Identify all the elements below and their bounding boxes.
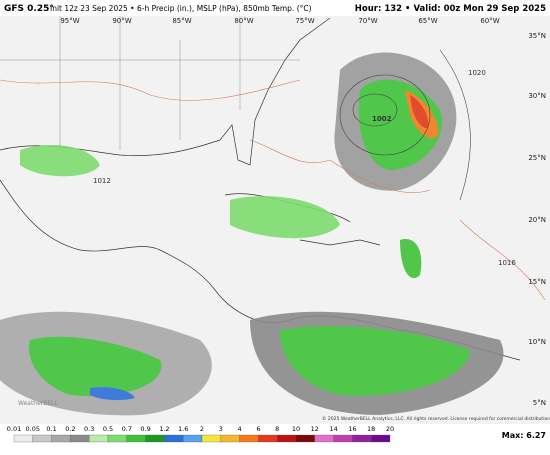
colorbar-label: 16 xyxy=(348,425,356,433)
temp-contour xyxy=(0,79,301,101)
colorbar-swatch xyxy=(126,434,146,443)
colorbar-label: 3 xyxy=(219,425,223,433)
colorbar-label: 0.3 xyxy=(84,425,94,433)
colorbar-swatch xyxy=(89,434,109,443)
colorbar-swatch xyxy=(32,434,52,443)
colorbar-label: 10 xyxy=(292,425,300,433)
latitude-label: 30°N xyxy=(528,92,546,100)
colorbar-label: 2 xyxy=(200,425,204,433)
colorbar: Max: 6.27 0.01 0.05 0.1 0.2 0.3 0.5 0.7 0.9 1.2 1… xyxy=(7,425,546,443)
colorbar-swatch xyxy=(333,434,353,443)
colorbar-swatch xyxy=(51,434,71,443)
precip-green xyxy=(400,239,422,279)
isobar xyxy=(439,49,471,201)
borders xyxy=(0,16,300,150)
colorbar-label: 18 xyxy=(367,425,375,433)
colorbar-label: 0.7 xyxy=(122,425,132,433)
latitude-label: 25°N xyxy=(528,154,546,162)
colorbar-swatch xyxy=(277,434,297,443)
colorbar-swatch xyxy=(295,434,315,443)
valid-time: Hour: 132 • Valid: 00z Mon 29 Sep 2025 xyxy=(355,4,546,14)
colorbar-label: 12 xyxy=(311,425,319,433)
colorbar-label: 0.5 xyxy=(103,425,113,433)
colorbar-swatch xyxy=(164,434,184,443)
temp-contour xyxy=(459,219,546,301)
colorbar-swatch xyxy=(258,434,278,443)
longitude-label: 80°W xyxy=(234,17,253,25)
temperature-contours xyxy=(0,79,546,301)
max-label: Max: 6.27 xyxy=(502,431,546,440)
colorbar-label: 0.9 xyxy=(140,425,150,433)
isobar-label: 1012 xyxy=(93,177,111,185)
colorbar-swatch xyxy=(201,434,221,443)
precip-green xyxy=(29,336,162,396)
colorbar-label: 1.6 xyxy=(178,425,188,433)
isobar-label: 1020 xyxy=(468,69,486,77)
copyright: © 2025 WeatherBELL Analytics, LLC. All r… xyxy=(322,415,550,422)
colorbar-label: 0.2 xyxy=(65,425,75,433)
watermark: WeatherBELL xyxy=(18,400,59,407)
precip-green xyxy=(280,326,470,396)
model-name: GFS 0.25° xyxy=(4,4,54,14)
hispaniola xyxy=(299,239,381,246)
map: 95°W 90°W 85°W 80°W 75°W 70°W 65°W 60°W 35°N 30°N… xyxy=(0,16,550,424)
colorbar-label: 20 xyxy=(386,425,394,433)
colorbar-label: 0.1 xyxy=(46,425,56,433)
precip-red xyxy=(410,95,429,129)
latitude-label: 5°N xyxy=(533,399,546,407)
precip-green xyxy=(20,145,100,177)
longitude-label: 95°W xyxy=(60,17,79,25)
colorbar-label: 4 xyxy=(238,425,242,433)
longitude-label: 90°W xyxy=(112,17,131,25)
precipitation xyxy=(0,52,504,416)
longitude-label: 85°W xyxy=(172,17,191,25)
isobar xyxy=(339,74,431,156)
precip-green xyxy=(230,196,340,239)
temp-contour xyxy=(249,139,431,193)
longitude-label: 70°W xyxy=(358,17,377,25)
colorbar-swatch xyxy=(371,434,391,443)
latitude-label: 10°N xyxy=(528,338,546,346)
latitude-label: 15°N xyxy=(528,278,546,286)
colorbar-label: 14 xyxy=(329,425,337,433)
colorbar-swatch xyxy=(107,434,127,443)
colorbar-label: 1.2 xyxy=(159,425,169,433)
longitude-label: 60°W xyxy=(480,17,499,25)
latitude-label: 35°N xyxy=(528,32,546,40)
map-labels: 95°W 90°W 85°W 80°W 75°W 70°W 65°W 60°W 35°N 30°N… xyxy=(18,17,550,422)
colorbar-swatch xyxy=(352,434,372,443)
colorbar-swatch xyxy=(314,434,334,443)
isobars xyxy=(339,49,471,201)
colorbar-swatch xyxy=(70,434,90,443)
precip-blue xyxy=(90,387,135,401)
colorbar-swatch xyxy=(183,434,203,443)
latitude-label: 20°N xyxy=(528,216,546,224)
colorbar-swatch xyxy=(239,434,259,443)
isobar xyxy=(352,93,398,127)
colorbar-label: 8 xyxy=(275,425,279,433)
isobar-label: 1002 xyxy=(372,115,392,123)
description: Init 12z 23 Sep 2025 • 6-h Precip (in.),… xyxy=(50,4,312,13)
colorbar-label: 0.01 xyxy=(7,425,21,433)
longitude-label: 65°W xyxy=(418,17,437,25)
longitude-label: 75°W xyxy=(295,17,314,25)
isobar-label: 1016 xyxy=(498,259,516,267)
colorbar-label: 0.05 xyxy=(26,425,40,433)
colorbar-label: 6 xyxy=(256,425,260,433)
colorbar-swatch xyxy=(220,434,240,443)
colorbar-swatch xyxy=(13,434,33,443)
colorbar-swatch xyxy=(145,434,165,443)
